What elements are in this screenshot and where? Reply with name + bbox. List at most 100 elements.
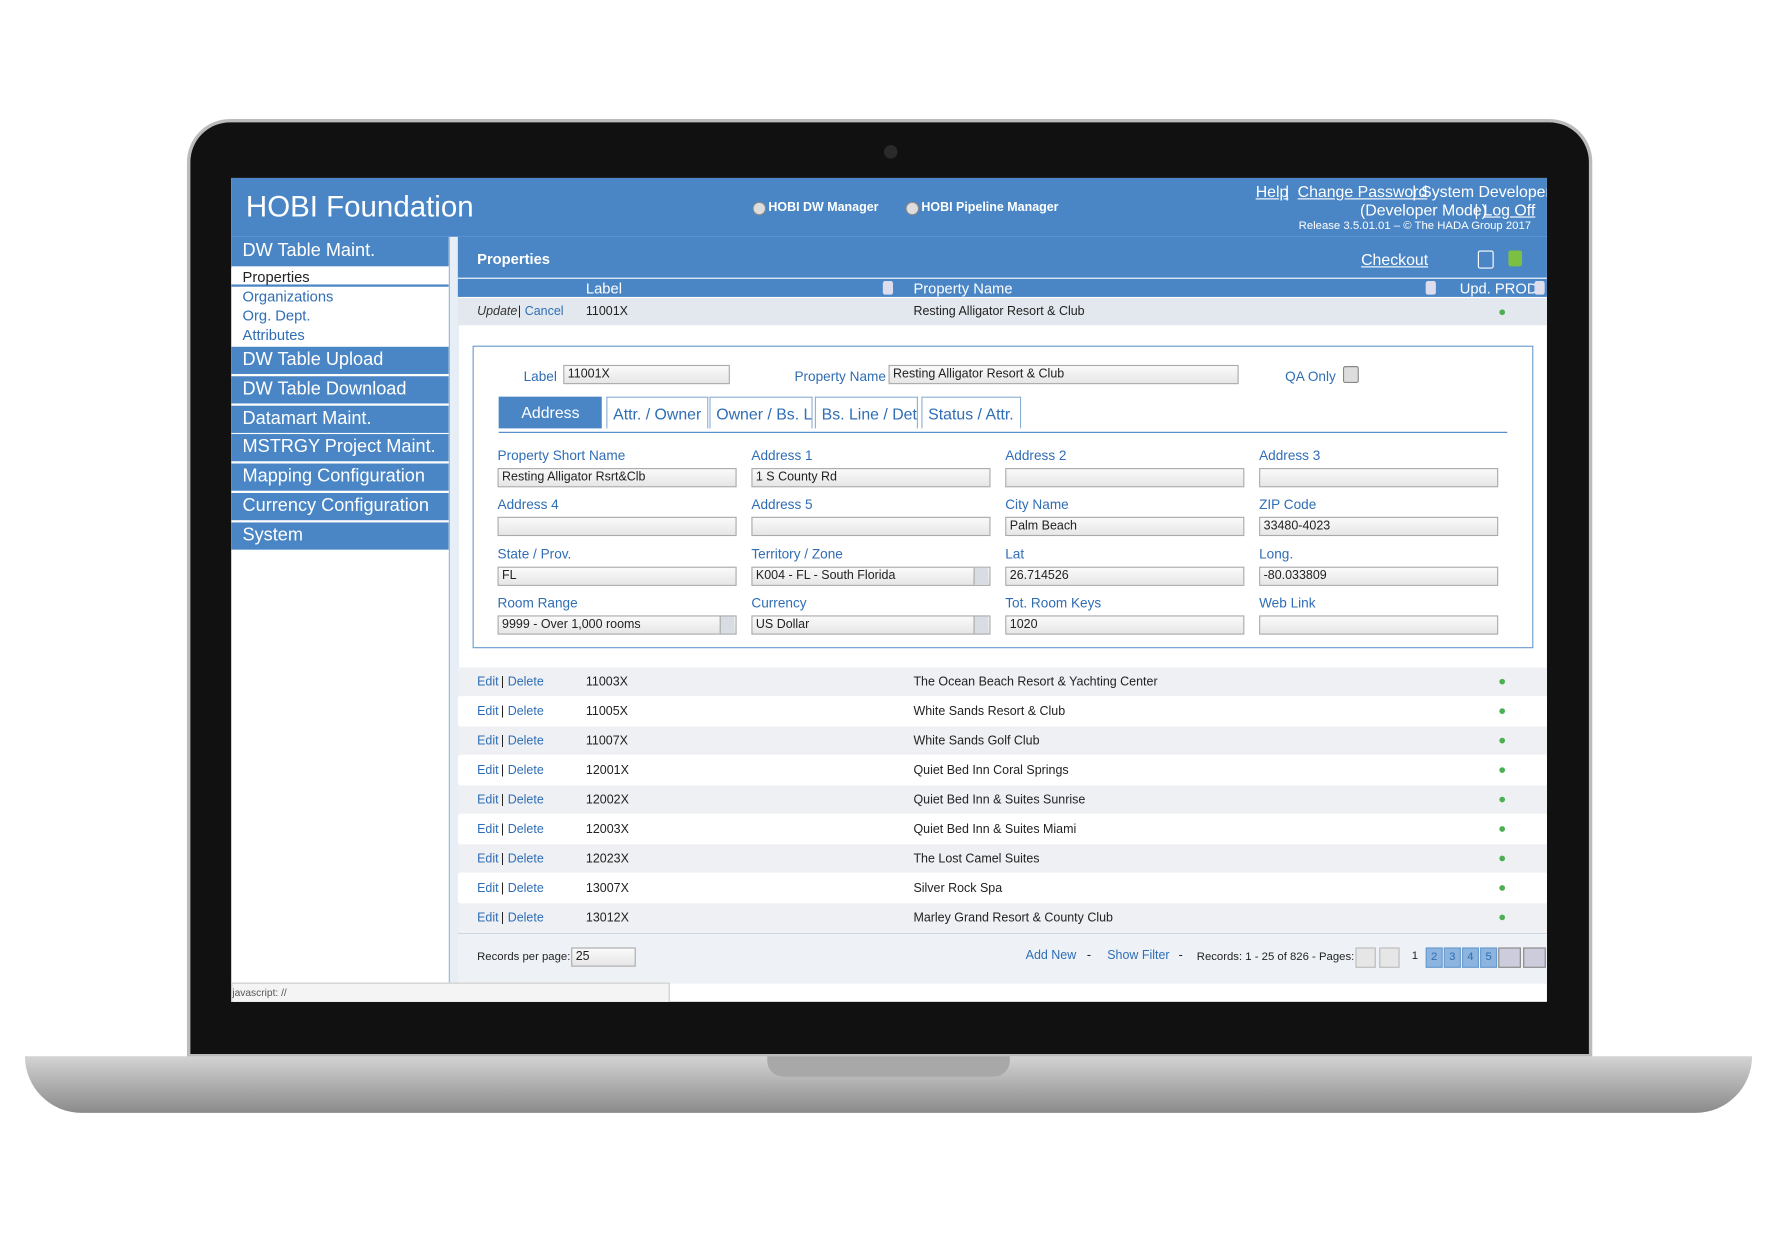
row-label: 13007X bbox=[585, 881, 629, 896]
text-input[interactable]: Resting Alligator Resort & Club bbox=[888, 364, 1239, 385]
edit-link[interactable]: Edit bbox=[477, 704, 499, 719]
field-label: Address 4 bbox=[497, 496, 559, 513]
delete-link[interactable]: Delete bbox=[507, 793, 544, 807]
nav-item[interactable]: Mapping Configuration bbox=[231, 463, 449, 491]
select-input[interactable]: US Dollar bbox=[751, 615, 991, 635]
nav-sub-item[interactable]: Properties bbox=[231, 268, 449, 287]
nav-sub-item[interactable]: Attributes bbox=[242, 326, 305, 344]
text-input[interactable]: 1 S County Rd bbox=[751, 468, 991, 488]
show-filter-link[interactable]: Show Filter bbox=[1107, 948, 1170, 963]
delete-link[interactable]: Delete bbox=[507, 852, 544, 866]
radio[interactable] bbox=[752, 201, 767, 216]
text-input[interactable] bbox=[497, 516, 737, 537]
edit-link[interactable]: Edit bbox=[477, 822, 499, 837]
edit-link[interactable]: Edit bbox=[477, 881, 499, 896]
page-nav-button[interactable] bbox=[1523, 947, 1546, 968]
page-button[interactable]: 3 bbox=[1443, 947, 1461, 968]
tab[interactable]: Owner / Bs. Lin bbox=[709, 396, 813, 429]
text-input[interactable]: Palm Beach bbox=[1005, 516, 1245, 537]
nav-item[interactable]: DW Table Download bbox=[231, 376, 449, 404]
page-nav-button[interactable] bbox=[1379, 947, 1400, 968]
select-input[interactable]: 9999 - Over 1,000 rooms bbox=[497, 615, 737, 635]
add-new-link[interactable]: Add New bbox=[1025, 948, 1077, 963]
tab[interactable]: Status / Attr. bbox=[921, 396, 1022, 429]
row-name: Resting Alligator Resort & Club bbox=[913, 304, 1085, 319]
select-arrow bbox=[719, 616, 735, 634]
nav-item[interactable]: Currency Configuration bbox=[231, 492, 449, 521]
app-option[interactable]: HOBI DW Manager bbox=[768, 200, 879, 215]
page-button[interactable]: 1 bbox=[1411, 949, 1419, 963]
column-header[interactable]: Property Name bbox=[913, 279, 1013, 297]
text-input[interactable] bbox=[1259, 615, 1499, 635]
edit-link[interactable]: Edit bbox=[477, 675, 499, 690]
laptop-notch bbox=[767, 1056, 1010, 1077]
edit-link[interactable]: Edit bbox=[477, 734, 499, 748]
text-input[interactable]: 33480-4023 bbox=[1259, 516, 1499, 537]
table-row bbox=[457, 903, 1547, 932]
delete-link[interactable]: Delete bbox=[507, 911, 544, 925]
field-label: Address 1 bbox=[751, 447, 813, 464]
edit-link[interactable]: Edit bbox=[477, 852, 499, 866]
text-input[interactable]: -80.033809 bbox=[1259, 566, 1499, 586]
edit-link[interactable]: Edit bbox=[477, 911, 499, 925]
page-nav-button[interactable] bbox=[1355, 947, 1376, 968]
header-link[interactable]: Change Password bbox=[1297, 182, 1428, 201]
column-header[interactable]: Label bbox=[585, 279, 622, 297]
separator: | bbox=[500, 852, 505, 866]
tab[interactable]: Address bbox=[498, 396, 602, 429]
header-link[interactable]: Log Off bbox=[1483, 200, 1536, 219]
delete-link[interactable]: Delete bbox=[507, 763, 544, 778]
nav-item[interactable]: DW Table Upload bbox=[231, 346, 449, 374]
page-button[interactable]: 5 bbox=[1480, 947, 1498, 968]
row-name: The Lost Camel Suites bbox=[913, 852, 1040, 866]
update-link[interactable]: Update bbox=[477, 304, 518, 319]
status-dot bbox=[1499, 737, 1506, 744]
tab[interactable]: Attr. / Owner bbox=[606, 396, 709, 429]
header-link[interactable]: Help bbox=[1255, 182, 1289, 201]
tab[interactable]: Bs. Line / Det. bbox=[814, 396, 918, 429]
nav-item[interactable]: Datamart Maint. bbox=[231, 405, 449, 433]
column-header[interactable]: Upd. PROD bbox=[1459, 279, 1538, 297]
select-input[interactable]: K004 - FL - South Florida bbox=[751, 566, 991, 586]
nav-sub-item[interactable]: Organizations bbox=[242, 287, 334, 305]
delete-link[interactable]: Delete bbox=[507, 675, 544, 690]
sort-icon[interactable] bbox=[1425, 281, 1436, 295]
text-input[interactable]: Resting Alligator Rsrt&Clb bbox=[497, 468, 737, 488]
delete-link[interactable]: Delete bbox=[507, 704, 544, 719]
text-input[interactable] bbox=[751, 516, 991, 537]
text-input[interactable]: 26.714526 bbox=[1005, 566, 1245, 586]
delete-link[interactable]: Delete bbox=[507, 881, 544, 896]
form-box bbox=[472, 345, 1534, 649]
nav-item[interactable]: System bbox=[231, 522, 449, 550]
icon-excel[interactable] bbox=[1508, 250, 1523, 267]
icon-upload[interactable] bbox=[1477, 250, 1494, 269]
per-page-select[interactable]: 25 bbox=[571, 947, 636, 967]
table-row bbox=[457, 814, 1547, 844]
sort-icon[interactable] bbox=[1534, 281, 1545, 295]
edit-link[interactable]: Edit bbox=[477, 763, 499, 778]
nav-sub-item[interactable]: Org. Dept. bbox=[242, 307, 311, 325]
text-input[interactable] bbox=[1005, 468, 1245, 488]
delete-link[interactable]: Delete bbox=[507, 734, 544, 748]
nav-group[interactable]: DW Table Maint. bbox=[231, 236, 449, 267]
page-button[interactable]: 4 bbox=[1461, 947, 1479, 968]
nav-item[interactable]: MSTRGY Project Maint. bbox=[231, 434, 449, 462]
checkout-link[interactable]: Checkout bbox=[1361, 250, 1429, 269]
cancel-link[interactable]: Cancel bbox=[524, 304, 564, 319]
text-input[interactable]: FL bbox=[497, 566, 737, 586]
edit-link[interactable]: Edit bbox=[477, 793, 499, 807]
app-option[interactable]: HOBI Pipeline Manager bbox=[921, 200, 1059, 215]
field-label: Currency bbox=[751, 594, 807, 611]
page-button[interactable]: 2 bbox=[1425, 947, 1443, 968]
checkbox[interactable] bbox=[1342, 366, 1359, 384]
text-input[interactable] bbox=[1259, 468, 1499, 488]
text-input[interactable]: 11001X bbox=[563, 364, 730, 385]
delete-link[interactable]: Delete bbox=[507, 822, 544, 837]
text-input[interactable]: 1020 bbox=[1005, 615, 1245, 635]
row-name: Quiet Bed Inn & Suites Miami bbox=[913, 822, 1077, 837]
row-name: White Sands Resort & Club bbox=[913, 704, 1066, 719]
status-dot bbox=[1499, 767, 1506, 773]
sort-icon[interactable] bbox=[882, 281, 894, 295]
page-nav-button[interactable] bbox=[1498, 947, 1521, 968]
radio[interactable] bbox=[905, 201, 920, 216]
